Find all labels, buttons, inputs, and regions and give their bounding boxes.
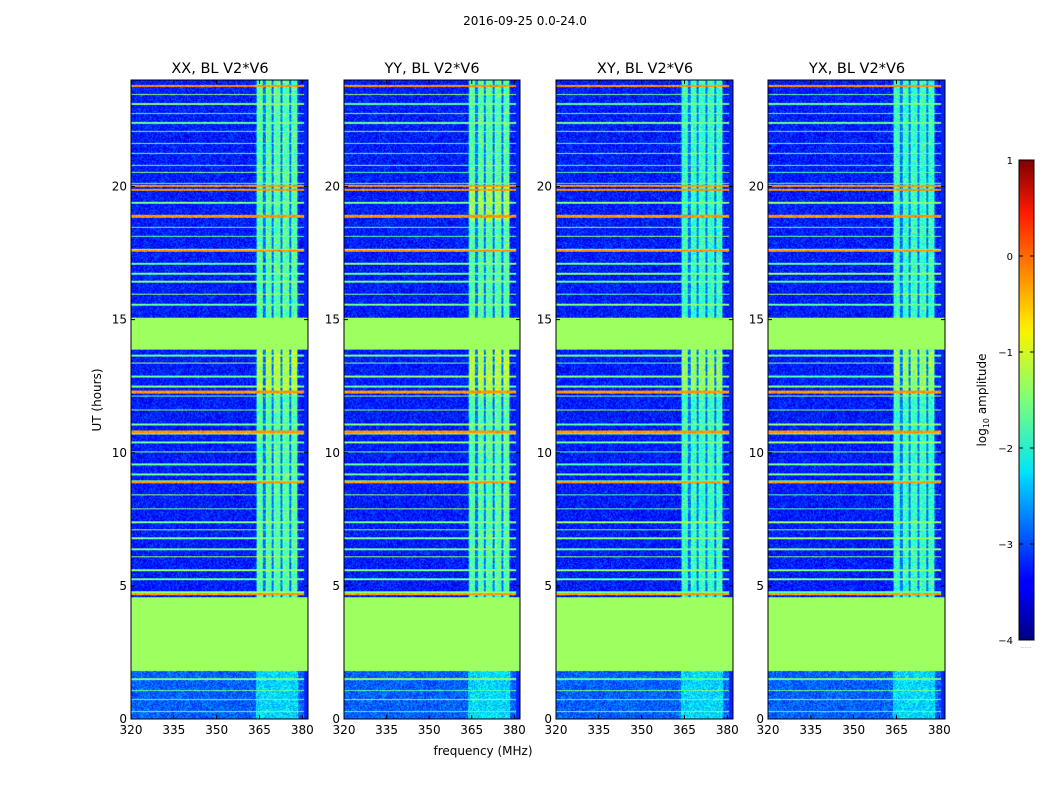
x-tick-label: 320 [545,723,568,737]
x-tick-label: 350 [418,723,441,737]
panel-xy: XY, BL V2*V6 [597,61,693,77]
y-tick-label: 0 [756,712,764,726]
panel-frame-xx [130,79,309,720]
y-tick-label: 5 [756,579,764,593]
spectrogram-xx [131,80,308,719]
y-tick-label: 20 [537,180,552,194]
panel-yy: YY, BL V2*V6 [383,61,479,77]
colorbar-tick-label: −1 [998,348,1013,359]
figure-suptitle: 2016-09-25 0.0-24.0 [463,14,587,28]
x-tick-label: 320 [757,723,780,737]
colorbar-extra: ...... [1020,643,1032,650]
y-tick-label: 20 [325,180,340,194]
y-tick-label: 15 [112,313,127,327]
panel-xx: XX, BL V2*V6 [171,61,268,77]
y-tick-label: 10 [112,446,127,460]
colorbar-tick-label: 1 [1007,156,1013,167]
y-tick-label: 5 [544,579,552,593]
y-tick-label: 15 [749,313,764,327]
y-tick-label: 15 [537,313,552,327]
colorbar-tick-label: 0 [1007,252,1013,263]
x-axis-label: frequency (MHz) [433,744,532,758]
spectrogram-yy [344,80,520,719]
panel-title-xy: XY, BL V2*V6 [597,61,693,77]
y-tick-label: 0 [544,712,552,726]
x-tick-label: 350 [630,723,653,737]
y-tick-label: 5 [332,579,340,593]
colorbar-tick-label: −4 [998,636,1013,647]
x-tick-label: 365 [885,723,908,737]
x-tick-label: 335 [162,723,185,737]
panel-yx: YX, BL V2*V6 [808,61,905,77]
colorbar [1018,159,1035,641]
colorbar-tick-label: −2 [998,444,1013,455]
y-tick-label: 20 [749,180,764,194]
x-tick-label: 335 [375,723,398,737]
x-tick-label: 380 [291,723,314,737]
x-tick-label: 365 [673,723,696,737]
x-tick-label: 320 [120,723,143,737]
y-tick-label: 0 [119,712,127,726]
y-tick-label: 20 [112,180,127,194]
y-axis-label: UT (hours) [90,368,104,431]
x-tick-label: 380 [503,723,526,737]
x-tick-label: 365 [248,723,271,737]
panel-frame-yx [767,79,946,720]
x-tick-label: 335 [587,723,610,737]
panel-frame-xy [555,79,734,720]
x-tick-label: 380 [716,723,739,737]
y-tick-label: 10 [749,446,764,460]
y-tick-label: 10 [325,446,340,460]
colorbar-tick-label: −3 [998,540,1013,551]
x-tick-label: 320 [333,723,356,737]
x-tick-label: 350 [205,723,228,737]
spectrogram-xy [556,80,733,719]
colorbar-label: log10 amplitude [975,354,991,447]
x-tick-label: 350 [842,723,865,737]
spectrogram-yx [768,80,945,719]
y-tick-label: 5 [119,579,127,593]
x-tick-label: 335 [799,723,822,737]
panel-title-xx: XX, BL V2*V6 [171,61,268,77]
panel-frame-yy [343,79,521,720]
x-tick-label: 380 [928,723,951,737]
y-tick-label: 0 [332,712,340,726]
y-tick-label: 10 [537,446,552,460]
panel-title-yx: YX, BL V2*V6 [808,61,905,77]
panel-title-yy: YY, BL V2*V6 [383,61,479,77]
x-tick-label: 365 [460,723,483,737]
y-tick-label: 15 [325,313,340,327]
